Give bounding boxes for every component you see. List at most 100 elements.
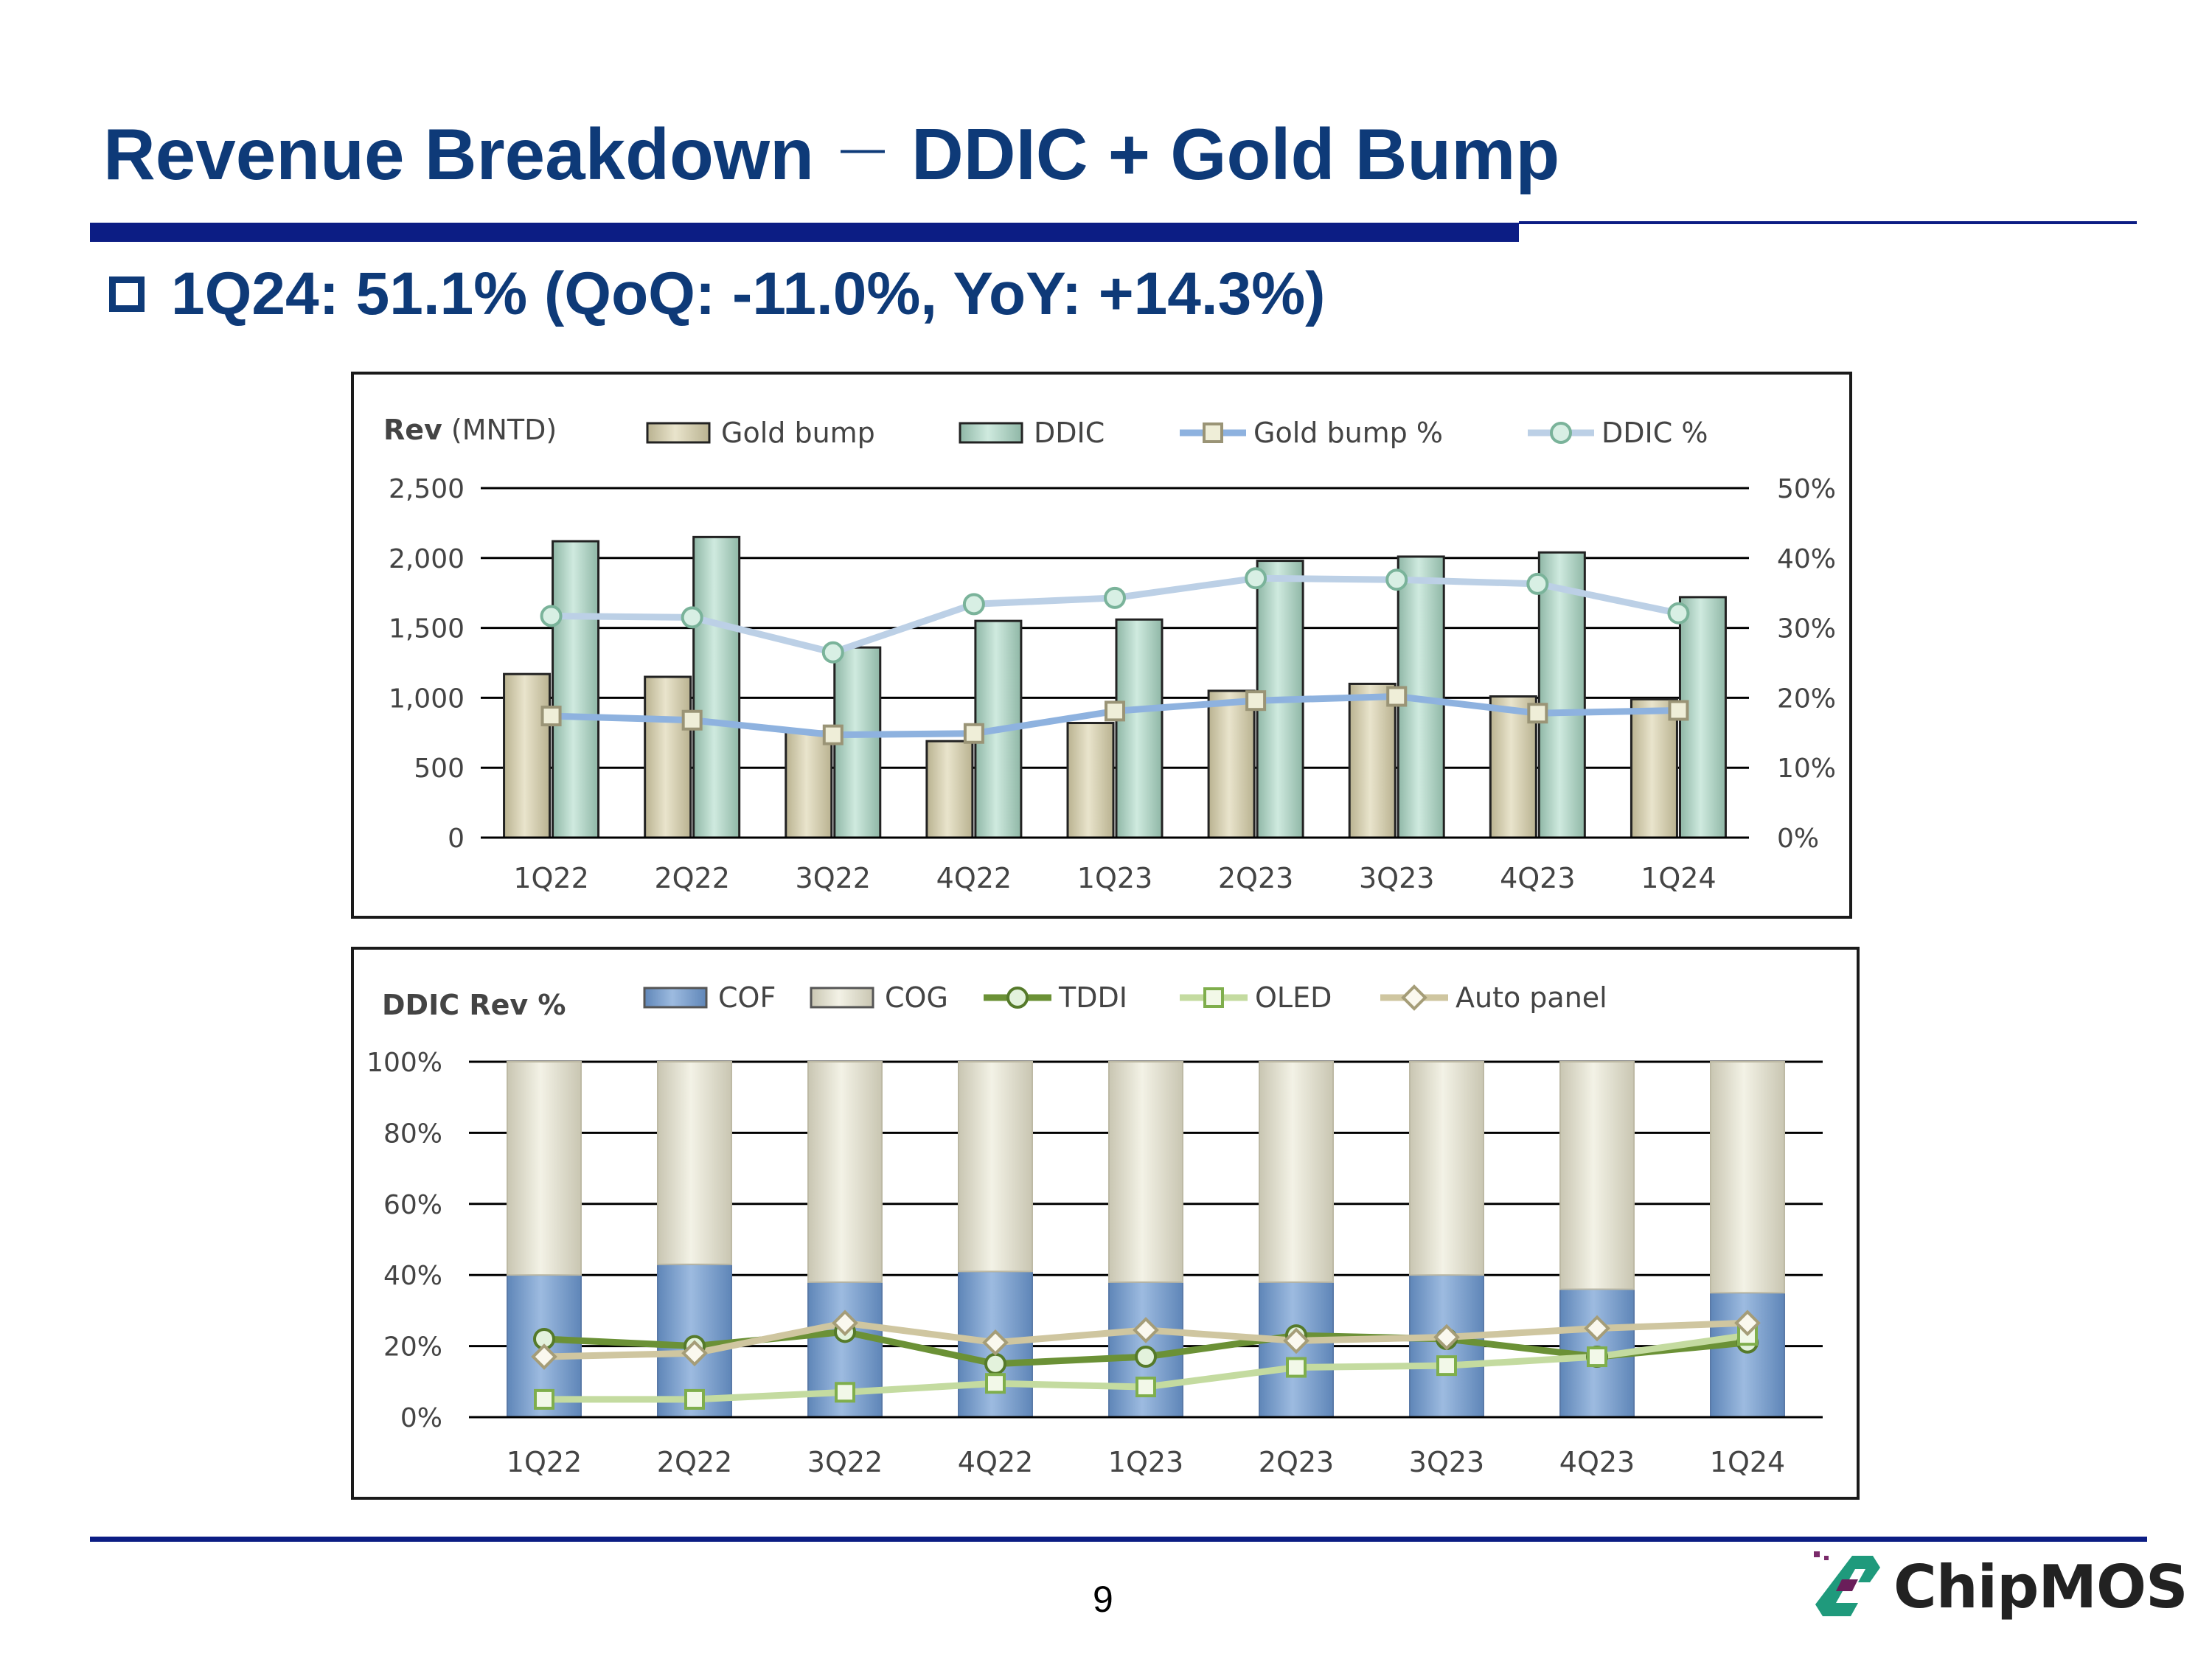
gold-bump-marker [963,723,984,744]
gold-bump-marker [1245,690,1267,712]
y-axis-label: Rev (MNTD) [383,414,557,446]
gold-bump-marker [1386,686,1408,707]
oled-marker [684,1388,705,1410]
y-tick-label: 500 [414,754,465,784]
y2-tick-label: 0% [1777,824,1819,854]
tddi-legend-label: TDDI [1058,981,1127,1014]
ddic-marker [1667,602,1690,625]
ddic-mix-chart-svg: DDIC Rev % 0% 20% 40% 60% 80% 100% 1Q22 2Q22 3Q22… [366,981,1823,1478]
oled-marker [1135,1377,1156,1398]
square-bullet-icon [109,276,145,312]
ddic-marker [540,605,563,627]
gold-bump-marker [822,724,844,745]
cof-legend-label: COF [718,981,776,1014]
logo-wordmark: ChipMOS [1893,1553,2188,1621]
cog-bar [657,1061,732,1265]
gold-bump-bar [925,740,974,839]
oled-marker [835,1382,855,1403]
revenue-chart: Rev (MNTD) 0 500 1,000 1,500 2,000 2,500 0% 10% 2… [351,372,1852,919]
gold-bump-marker [1527,703,1548,724]
y-tick-label: 0 [448,824,465,854]
auto-panel-marker [1584,1315,1610,1342]
gold-bump-bar [1348,682,1397,839]
auto-panel-marker [681,1340,708,1367]
x-tick-label: 1Q24 [1710,1446,1785,1478]
y-tick-label: 1,500 [389,614,465,644]
y2-tick-label: 30% [1777,614,1836,644]
auto-panel-marker [1734,1310,1761,1337]
page-title: Revenue Breakdown — DDIC + Gold Bump [103,118,1559,190]
y2-tick-label: 50% [1777,474,1836,504]
ddic-marker [821,641,844,664]
oled-marker [534,1388,554,1410]
auto-panel-legend-marker [1401,984,1427,1011]
gold-bump-legend-label: Gold bump [721,417,875,449]
gold-bump-bar [1630,698,1678,839]
ddic-legend-swatch [959,422,1023,444]
ddic-bar [552,540,600,839]
subtitle-bullet: 1Q24: 51.1% (QoQ: -11.0%, YoY: +14.3%) [109,264,1326,324]
ddic-legend-marker [1550,422,1572,444]
tddi-legend-marker [1006,987,1029,1009]
revenue-chart-svg: Rev (MNTD) 0 500 1,000 1,500 2,000 2,500 0% 10% 2… [383,414,1836,894]
cog-legend-swatch [810,987,874,1009]
x-tick-label: 1Q22 [513,862,588,894]
gold-bump-legend-label: Gold bump % [1253,417,1443,449]
legend: Gold bump DDIC Gold bump % DDIC % [646,417,1708,449]
gold-bump-bar [1207,689,1256,839]
x-tick-label: 1Q24 [1641,862,1716,894]
y-tick-label: 80% [383,1119,442,1149]
cog-bar [1409,1061,1484,1276]
ddic-marker [1104,586,1126,609]
x-tick-label: 2Q23 [1259,1446,1334,1478]
y-tick-label: 2,500 [389,474,465,504]
auto-panel-marker [1133,1317,1159,1343]
ddic-marker [962,593,985,616]
y-tick-label: 20% [383,1332,442,1363]
y-tick-label: 100% [366,1048,442,1078]
chipmos-logo: ChipMOS [1806,1545,2188,1627]
oled-legend-marker [1203,987,1224,1008]
auto-panel-marker [1283,1327,1310,1354]
gold-bump-bar [503,672,552,839]
tddi-marker [984,1352,1006,1375]
footer-rule [90,1537,2147,1542]
x-tick-label: 2Q23 [1218,862,1293,894]
ddic-legend-label: DDIC [1034,417,1105,449]
x-tick-label: 3Q23 [1409,1446,1484,1478]
y2-tick-label: 10% [1777,754,1836,784]
ddic-marker [1385,568,1408,591]
ddic-mix-chart: DDIC Rev % 0% 20% 40% 60% 80% 100% 1Q22 2Q22 3Q22… [351,947,1860,1500]
auto-panel-marker [982,1329,1009,1356]
title-right: DDIC + Gold Bump [911,114,1560,195]
oled-marker [1587,1346,1607,1368]
gold-bump-bar [644,675,692,839]
gold-bump-marker [1668,700,1689,721]
title-left: Revenue Breakdown [103,114,814,195]
cog-bar [1259,1061,1334,1283]
gold-bump-legend-marker [1203,422,1223,443]
y2-tick-label: 20% [1777,684,1836,714]
tddi-marker [1135,1346,1157,1368]
x-tick-label: 4Q22 [958,1446,1033,1478]
y2-tick-label: 40% [1777,544,1836,574]
cog-bar [958,1061,1033,1273]
x-tick-label: 2Q22 [657,1446,732,1478]
x-tick-label: 4Q23 [1500,862,1575,894]
y-tick-label: 1,000 [389,684,465,714]
ddic-marker [681,606,703,629]
x-tick-label: 2Q22 [654,862,729,894]
x-tick-label: 1Q22 [507,1446,582,1478]
cog-legend-label: COG [885,981,948,1014]
subtitle-text: 1Q24: 51.1% (QoQ: -11.0%, YoY: +14.3%) [171,260,1326,327]
auto-panel-marker [531,1343,557,1370]
ddic-legend-label: DDIC % [1601,417,1708,449]
oled-legend-label: OLED [1255,981,1332,1014]
oled-marker [985,1373,1006,1394]
title-underline-thin [1519,221,2137,224]
chipmos-logo-icon [1814,1551,1880,1616]
y-tick-label: 0% [400,1403,442,1433]
auto-panel-legend-label: Auto panel [1455,981,1607,1014]
oled-marker [1436,1355,1457,1377]
cog-bar [1559,1061,1635,1290]
